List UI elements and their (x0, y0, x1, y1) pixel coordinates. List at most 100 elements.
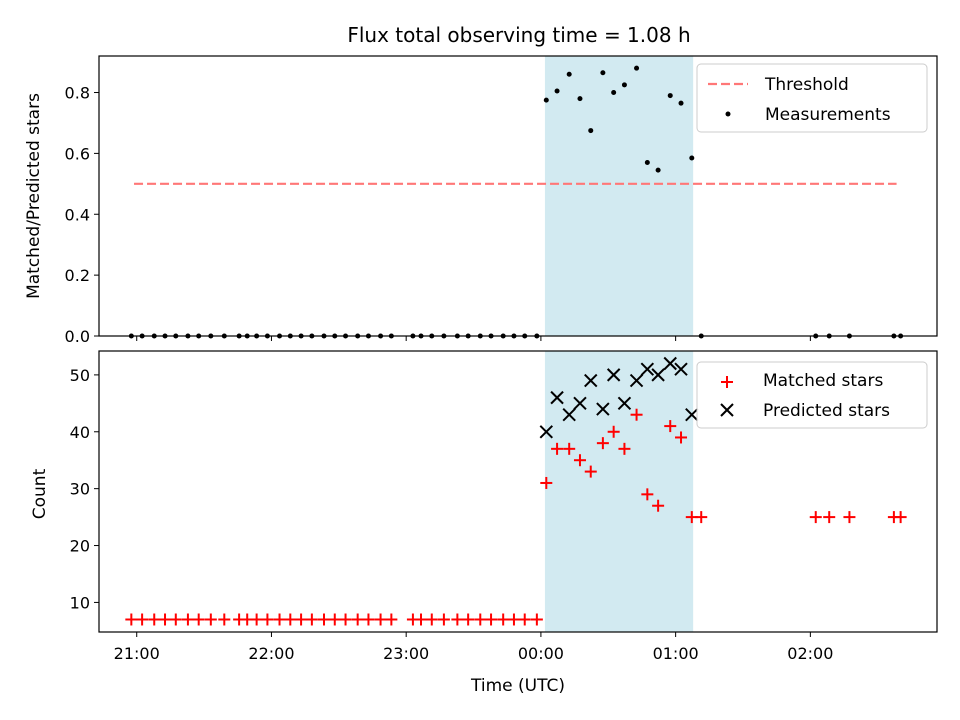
predicted-legend-marker (720, 403, 734, 417)
predicted-legend-label: Predicted stars (763, 401, 890, 421)
y-tick-label: 0.4 (65, 205, 90, 224)
matched-point (317, 613, 330, 626)
matched-point (295, 613, 308, 626)
matched-point (181, 613, 194, 626)
count-plot-area (125, 351, 907, 632)
matched-point (273, 613, 286, 626)
count-legend-box (696, 361, 928, 429)
measurements-legend-marker (725, 111, 731, 117)
y-tick-label: 0.8 (65, 84, 90, 103)
matched-point (385, 613, 398, 626)
matched-point (339, 613, 352, 626)
y-tick-label: 30 (70, 480, 90, 499)
predicted-point (606, 368, 621, 382)
y-tick-label: 0.6 (65, 144, 90, 163)
matched-point (596, 437, 609, 450)
predicted-point (573, 396, 587, 411)
matched-point (284, 613, 297, 626)
matched-point (351, 613, 364, 626)
ratio-plot-area (128, 56, 904, 339)
measurement-point (678, 100, 684, 106)
matched-point (507, 613, 520, 626)
measurement-point (611, 90, 617, 96)
matched-point (641, 488, 654, 501)
matched-point (204, 613, 217, 626)
highlight-span (544, 351, 694, 632)
count-y-axis-label: Count (30, 468, 50, 519)
x-tick-label: 00:00 (518, 644, 564, 663)
matched-point (328, 613, 341, 626)
measurement-point (588, 128, 594, 134)
measurement-point (543, 97, 549, 103)
matched-point (250, 613, 263, 626)
matched-legend-marker (721, 376, 733, 388)
matched-point (374, 613, 387, 626)
count-y-ticks: 10 20 30 40 50 (70, 366, 99, 612)
matched-point (630, 408, 643, 421)
matched-point (362, 613, 375, 626)
threshold-legend-label: Threshold (764, 75, 849, 95)
matched-point (607, 425, 620, 438)
count-axes-frame (98, 350, 938, 633)
matched-point (540, 476, 553, 489)
ratio-y-ticks: 0.0 0.2 0.4 0.6 0.8 (65, 84, 99, 346)
measurement-point (634, 65, 640, 71)
matched-point (573, 454, 586, 467)
matched-point (618, 442, 631, 455)
y-tick-label: 20 (70, 537, 90, 556)
x-tick-label: 02:00 (787, 644, 833, 663)
x-tick-label: 21:00 (114, 644, 160, 663)
measurement-point (600, 70, 606, 76)
matched-point (305, 613, 318, 626)
count-panel: Count Time (UTC) 10 20 30 40 50 21:00 22:00 23… (30, 350, 938, 696)
y-tick-label: 10 (70, 593, 90, 612)
predicted-point (651, 368, 665, 382)
x-tick-label: 01:00 (653, 644, 699, 663)
ratio-y-axis-label: Matched/Predicted stars (24, 93, 44, 299)
matched-point (664, 420, 677, 433)
matched-point (530, 613, 543, 626)
matched-point (474, 613, 487, 626)
matched-point (695, 511, 708, 524)
matched-point (563, 442, 576, 455)
ratio-panel: Matched/Predicted stars 0.00.20.40.60.8 … (24, 55, 938, 346)
predicted-point (617, 396, 632, 411)
measurement-point (566, 71, 572, 77)
measurement-point (655, 167, 661, 173)
ratio-x-ticks (136, 336, 811, 341)
matched-point (497, 613, 510, 626)
matched-point (451, 613, 464, 626)
x-tick-label: 23:00 (383, 644, 429, 663)
predicted-point (584, 373, 598, 388)
predicted-point (550, 390, 564, 405)
measurement-point (667, 93, 673, 99)
predicted-point (539, 425, 553, 439)
matched-point (675, 431, 688, 444)
y-tick-label: 50 (70, 366, 90, 385)
measurements-legend-label: Measurements (765, 105, 891, 125)
predicted-point (596, 402, 610, 416)
predicted-point (674, 362, 688, 376)
matched-point (192, 613, 205, 626)
predicted-point (685, 408, 699, 422)
ratio-axes-frame (98, 55, 938, 337)
measurement-point (644, 160, 650, 166)
matched-point (159, 613, 172, 626)
matched-point (809, 511, 822, 524)
matched-point (414, 613, 427, 626)
measurement-point (689, 155, 695, 161)
predicted-point (663, 356, 677, 371)
measurement-point (554, 88, 560, 94)
matched-point (125, 613, 138, 626)
matched-legend-label: Matched stars (763, 371, 883, 391)
matched-point (437, 613, 450, 626)
matched-point (462, 613, 475, 626)
matched-point (551, 442, 564, 455)
count-legend: Matched stars Predicted stars (696, 361, 928, 429)
predicted-point (562, 408, 576, 422)
matched-point (584, 465, 597, 478)
predicted-point (629, 373, 644, 388)
chart-title: Flux total observing time = 1.08 h (347, 23, 690, 47)
x-axis-label: Time (UTC) (470, 676, 565, 696)
